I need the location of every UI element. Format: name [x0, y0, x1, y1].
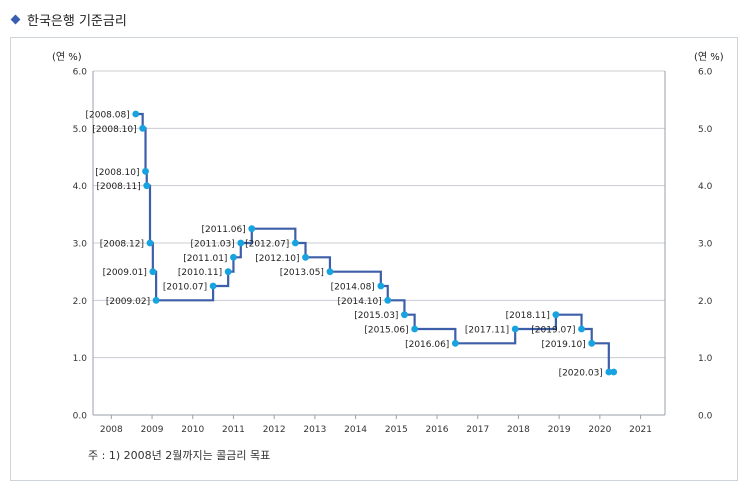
y-tick-right: 0.0: [698, 412, 713, 422]
x-tick-label: 2019: [548, 425, 571, 435]
data-label: [2009.02]: [106, 297, 150, 307]
page-title: 한국은행 기준금리: [27, 14, 127, 29]
data-label: [2017.11]: [465, 326, 509, 336]
y-tick-right: 1.0: [698, 354, 713, 364]
y-tick-right: 3.0: [698, 240, 713, 250]
y-unit-left: (연 %): [52, 51, 82, 63]
data-label: [2019.07]: [531, 326, 575, 336]
data-label: [2013.05]: [280, 268, 324, 278]
data-point: [552, 311, 560, 319]
data-point: [605, 368, 613, 376]
x-tick-label: 2021: [629, 425, 652, 435]
data-point: [511, 325, 519, 333]
data-point: [237, 239, 245, 247]
data-label: [2008.10]: [95, 168, 139, 178]
data-label: [2019.10]: [541, 340, 585, 350]
data-point: [139, 124, 147, 132]
y-tick-left: 0.0: [73, 412, 88, 422]
data-point: [209, 282, 217, 290]
data-point: [142, 167, 149, 175]
data-point: [302, 253, 309, 261]
data-point: [588, 339, 596, 347]
data-point: [224, 268, 232, 276]
data-point: [384, 296, 392, 304]
data-label: [2009.01]: [103, 268, 147, 278]
data-point: [451, 339, 459, 347]
data-point: [146, 239, 154, 247]
data-label: [2020.03]: [559, 369, 603, 379]
x-tick-label: 2010: [181, 425, 204, 435]
data-point: [291, 239, 299, 247]
data-point: [152, 296, 160, 304]
data-label: [2008.12]: [100, 240, 144, 250]
data-label: [2015.03]: [354, 311, 398, 321]
x-tick-label: 2020: [588, 425, 611, 435]
data-label: [2010.07]: [163, 283, 207, 293]
data-point: [401, 311, 408, 319]
y-unit-right: (연 %): [694, 51, 724, 63]
y-tick-left: 1.0: [73, 354, 88, 364]
y-tick-left: 2.0: [73, 297, 88, 307]
data-label: [2014.10]: [338, 297, 382, 307]
y-tick-right: 2.0: [698, 297, 713, 307]
data-label: [2018.11]: [506, 311, 550, 321]
data-label: [2014.08]: [331, 283, 375, 293]
series-markers: [132, 110, 618, 376]
data-point: [248, 225, 256, 233]
grid-lines: [93, 70, 665, 416]
data-label: [2012.07]: [245, 240, 289, 250]
data-label: [2015.06]: [364, 326, 408, 336]
point-labels: [2008.08] [2008.10] [2008.10] [2008.11] [200…: [85, 111, 602, 379]
y-tick-left: 3.0: [73, 240, 88, 250]
x-tick-label: 2014: [344, 425, 367, 435]
axes: [92, 71, 666, 419]
data-label: [2008.08]: [85, 111, 129, 121]
data-label: [2010.11]: [178, 268, 222, 278]
data-point: [377, 282, 385, 290]
x-tick-label: 2018: [507, 425, 530, 435]
data-label: [2011.01]: [183, 254, 227, 264]
title-row: 한국은행 기준금리: [10, 10, 127, 29]
data-label: [2011.03]: [191, 240, 235, 250]
data-point: [132, 110, 140, 118]
data-point: [143, 182, 151, 190]
y-tick-left: 4.0: [73, 182, 88, 192]
data-label: [2008.10]: [92, 125, 136, 135]
y-tick-left: 6.0: [73, 68, 88, 78]
data-point: [149, 268, 157, 276]
chart-panel: [10, 37, 738, 481]
tick-labels: 0.0 0.0 1.0 1.0 2.0 2.0 3.0 3.0 4.0 4.0 5.0 5.0 6.0 6…: [73, 68, 713, 436]
data-label: [2008.11]: [96, 182, 140, 192]
x-tick-label: 2017: [466, 425, 489, 435]
x-tick-label: 2011: [222, 425, 245, 435]
y-tick-right: 6.0: [698, 68, 713, 78]
x-tick-label: 2009: [141, 425, 164, 435]
x-tick-label: 2013: [303, 425, 326, 435]
y-tick-left: 5.0: [73, 125, 88, 135]
x-tick-label: 2016: [426, 425, 449, 435]
x-tick-label: 2015: [385, 425, 408, 435]
data-point: [610, 368, 618, 376]
data-point: [230, 253, 237, 261]
footnote: 주 : 1) 2008년 2월까지는 콜금리 목표: [88, 449, 271, 462]
y-tick-right: 4.0: [698, 182, 713, 192]
y-tick-right: 5.0: [698, 125, 713, 135]
x-tick-label: 2008: [100, 425, 123, 435]
data-label: [2012.10]: [255, 254, 299, 264]
data-point: [411, 325, 419, 333]
data-label: [2016.06]: [405, 340, 449, 350]
x-tick-label: 2012: [263, 425, 286, 435]
data-point: [326, 268, 334, 276]
data-point: [578, 325, 585, 333]
data-label: [2011.06]: [202, 225, 246, 235]
